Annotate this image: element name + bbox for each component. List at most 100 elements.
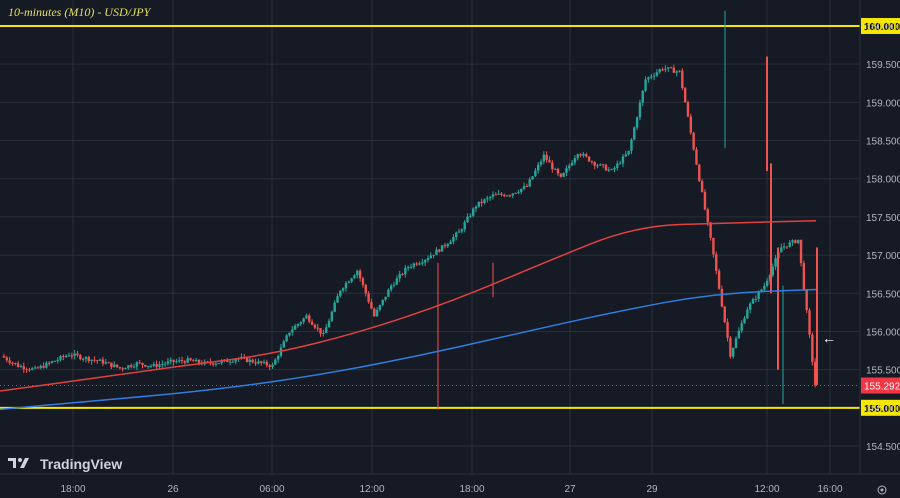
candle-body [661,69,664,71]
candle-body [715,254,718,271]
candle-body [469,215,472,217]
candle-body [291,329,294,333]
y-tick-label: 154.500 [866,442,900,453]
y-tick-label: 155.000 [866,404,900,415]
candle-body [678,70,681,72]
candle-body [62,356,65,358]
candle-body [31,368,34,370]
candle-body [90,359,93,362]
candle-body [8,360,11,363]
candle-body [423,260,427,263]
candle-body [415,263,418,265]
candle-body [327,320,331,328]
candle-body [709,222,712,238]
candle-body [197,359,201,364]
candle-body [712,237,715,255]
candle-body [146,365,150,367]
candle-body [607,169,611,171]
candle-body [624,154,628,157]
candle-body [129,365,133,367]
candle-body [797,239,800,244]
candle-body [353,275,356,279]
candle-body [251,359,254,363]
candle-body [361,278,365,285]
candle-body [358,270,362,279]
candle-body [14,362,17,364]
candle-body [79,355,82,360]
candle-body [387,289,390,297]
candle-body [127,365,130,369]
candle-body [698,164,701,181]
candle-body [692,132,695,150]
y-tick-label: 159.500 [866,60,900,71]
candle-body [53,360,57,362]
candle-body [596,165,599,167]
candle-body [45,362,48,368]
candle-body [726,321,729,338]
tradingview-watermark: TradingView [8,456,122,472]
candle-body [757,291,760,299]
candle-body [234,359,237,362]
candle-body [231,361,235,363]
candle-body [339,290,342,297]
candle-body [813,361,817,386]
y-tick-label: 158.000 [866,175,900,186]
candle-body [211,363,215,365]
candle-body [64,355,68,357]
candle-body [579,154,582,156]
candle-body [585,153,588,157]
last-price-label: 155.292 [864,382,900,393]
candle-body [681,70,684,89]
candle-body [220,360,223,364]
candle-body [124,368,127,370]
candle-body [398,273,401,279]
candle-body [149,365,153,367]
candle-body [330,311,334,321]
candle-body [364,284,367,294]
candle-body [675,71,678,73]
candle-body [316,327,319,329]
candle-body [401,273,404,275]
left-arrow-icon: ← [822,330,836,346]
candle-body [132,366,136,368]
candle-body [582,153,585,156]
candle-body [183,361,187,363]
y-tick-label: 157.000 [866,251,900,262]
candle-body [683,88,687,103]
candle-body [616,163,619,168]
x-tick-label: 12:00 [359,484,384,495]
candle-body [754,298,758,300]
candle-body [534,170,537,177]
candle-body [308,315,311,322]
candle-body [87,357,90,362]
candle-body [84,357,88,359]
candle-body [774,258,777,267]
candle-body [285,335,288,342]
y-tick-label: 159.000 [866,98,900,109]
candle-body [542,154,546,162]
candle-body [539,161,543,165]
candle-body [514,192,517,194]
candle-body [121,368,124,370]
candle-body [488,196,492,198]
candle-body [525,186,529,188]
candle-body [799,239,803,264]
candle-body [528,179,531,187]
candle-body [689,116,693,133]
candle-body [438,249,441,252]
candle-body [604,165,608,171]
candle-body [392,284,396,286]
candle-body [25,369,28,371]
x-axis: 18:00 26 06:00 12:00 18:00 27 29 12:00 16:00 [0,473,900,495]
candle-body [647,77,650,80]
candle-body [19,366,23,368]
candle-body [627,150,630,155]
candle-body [161,364,164,366]
candle-body [457,231,461,233]
candle-body [135,362,139,367]
candle-body [474,206,478,209]
candle-body [70,355,74,357]
candle-body [262,361,266,363]
candle-body [522,186,526,189]
